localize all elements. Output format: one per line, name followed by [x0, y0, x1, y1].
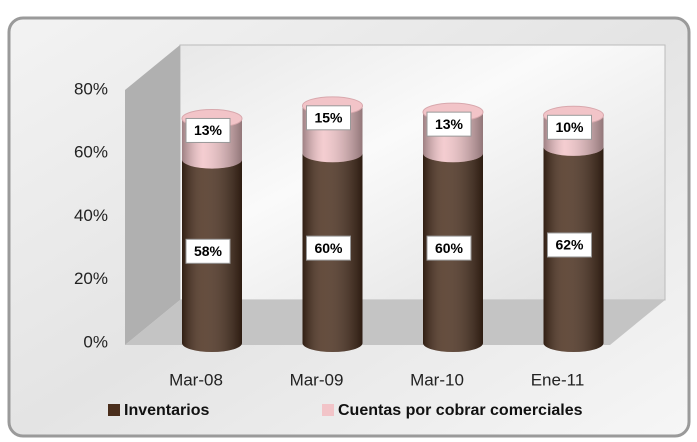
label-box — [426, 235, 472, 261]
y-tick-label: 80% — [74, 79, 108, 98]
legend-swatch — [322, 404, 334, 416]
y-tick-label: 0% — [83, 332, 108, 351]
y-tick-label: 20% — [74, 269, 108, 288]
legend-swatch — [108, 404, 120, 416]
y-tick-label: 40% — [74, 206, 108, 225]
legend-label: Inventarios — [124, 402, 209, 419]
data-label: 58% — [194, 243, 223, 259]
data-label: 60% — [435, 240, 464, 256]
label-box — [547, 114, 592, 140]
x-tick-label: Mar-10 — [410, 370, 464, 389]
data-label: 13% — [194, 122, 223, 138]
x-tick-label: Mar-09 — [290, 370, 344, 389]
side-wall — [125, 45, 180, 345]
floor — [125, 300, 665, 345]
y-tick-label: 60% — [74, 143, 108, 162]
label-box — [306, 235, 351, 261]
x-tick-label: Ene-11 — [531, 370, 585, 389]
data-label: 10% — [555, 119, 584, 135]
label-box — [426, 111, 472, 137]
label-box — [185, 117, 231, 143]
data-label: 15% — [314, 110, 343, 126]
label-box — [185, 238, 231, 264]
legend-label: Cuentas por cobrar comerciales — [338, 402, 583, 419]
data-label: 13% — [435, 116, 464, 132]
label-box — [306, 105, 351, 131]
label-box — [547, 232, 592, 258]
x-tick-label: Mar-08 — [169, 370, 223, 389]
data-label: 62% — [555, 237, 584, 253]
data-label: 60% — [314, 240, 343, 256]
